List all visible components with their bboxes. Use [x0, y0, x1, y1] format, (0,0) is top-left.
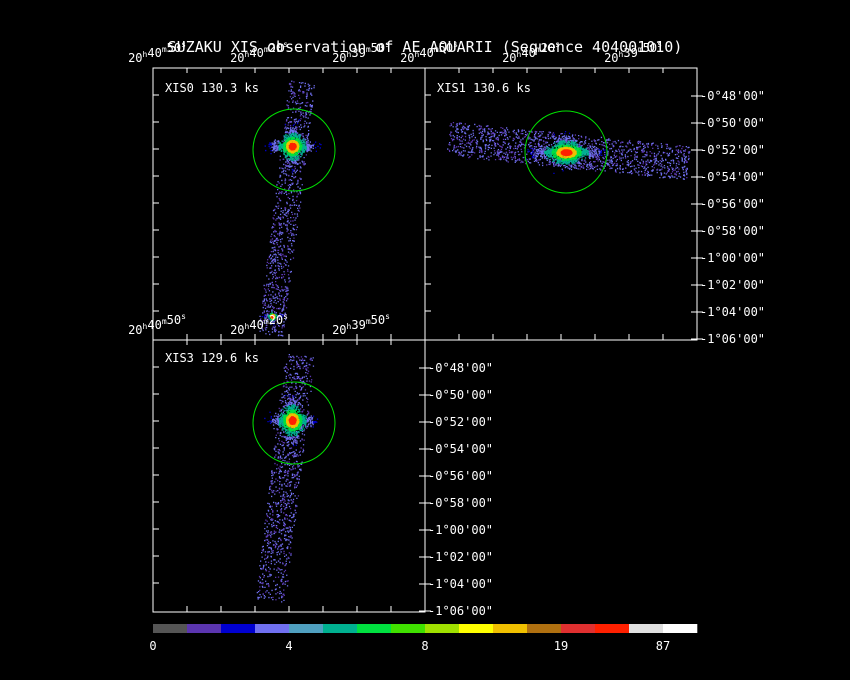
dec-label: -0°54'00" — [428, 442, 493, 456]
source-region — [252, 108, 336, 192]
colorbar-segment — [357, 624, 392, 633]
dec-label: -0°58'00" — [700, 224, 765, 238]
dec-label: -1°00'00" — [700, 251, 765, 265]
panel-label: XIS0 130.3 ks — [165, 81, 259, 95]
dec-label: -1°02'00" — [428, 550, 493, 564]
colorbar-segment — [629, 624, 664, 633]
dec-label: -1°00'00" — [428, 523, 493, 537]
ra-label: 20h40m20s — [230, 40, 288, 65]
ra-label: 20h40m50s — [128, 312, 186, 337]
colorbar-segment — [425, 624, 460, 633]
title: SUZAKU XIS observation of AE AQUARII (Se… — [168, 38, 683, 56]
ra-label: 20h40m50s — [400, 40, 458, 65]
ra-label: 20h39m50s — [332, 312, 390, 337]
ra-label: 20h40m20s — [502, 40, 560, 65]
colorbar-segment — [255, 624, 290, 633]
panel-label: XIS3 129.6 ks — [165, 351, 259, 365]
ra-label: 20h39m50s — [332, 40, 390, 65]
source-region — [524, 110, 608, 194]
colorbar-segment — [459, 624, 494, 633]
dec-label: -0°50'00" — [700, 116, 765, 130]
dec-label: -1°06'00" — [700, 332, 765, 346]
dec-label: -1°04'00" — [700, 305, 765, 319]
colorbar-segment — [493, 624, 528, 633]
dec-label: -0°54'00" — [700, 170, 765, 184]
dec-label: -0°52'00" — [428, 415, 493, 429]
colorbar-label: 0 — [149, 639, 156, 653]
colorbar-segment — [561, 624, 596, 633]
dec-label: -1°02'00" — [700, 278, 765, 292]
colorbar-segment — [527, 624, 562, 633]
colorbar-segment — [289, 624, 324, 633]
dec-label: -0°56'00" — [700, 197, 765, 211]
event-map — [267, 132, 590, 437]
ra-label: 20h39m50s — [604, 40, 662, 65]
colorbar-segment — [663, 624, 698, 633]
dec-label: -0°56'00" — [428, 469, 493, 483]
colorbar-segment — [187, 624, 222, 633]
panel-label: XIS1 130.6 ks — [437, 81, 531, 95]
dec-label: -1°04'00" — [428, 577, 493, 591]
colorbar-label: 19 — [554, 639, 568, 653]
source-region — [252, 381, 336, 465]
dec-label: -0°48'00" — [700, 89, 765, 103]
colorbar-segment — [595, 624, 630, 633]
ra-label: 20h40m50s — [128, 40, 186, 65]
colorbar-label: 8 — [421, 639, 428, 653]
images — [256, 80, 691, 603]
dec-label: -0°52'00" — [700, 143, 765, 157]
ra-label: 20h40m20s — [230, 312, 288, 337]
colorbar-segment — [221, 624, 256, 633]
colorbar-segment — [391, 624, 426, 633]
colorbar-segment — [153, 624, 188, 633]
dec-label: -1°06'00" — [428, 604, 493, 618]
colorbar-label: 87 — [656, 639, 670, 653]
dec-label: -0°58'00" — [428, 496, 493, 510]
colorbar-segment — [323, 624, 358, 633]
dec-label: -0°50'00" — [428, 388, 493, 402]
dec-label: -0°48'00" — [428, 361, 493, 375]
colorbar-label: 4 — [285, 639, 292, 653]
